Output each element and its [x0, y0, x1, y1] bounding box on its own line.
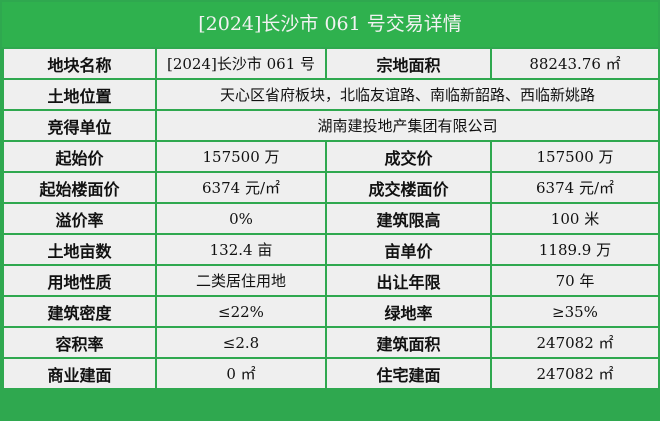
field-label: 宗地面积	[325, 47, 492, 80]
field-value: 70 年	[490, 264, 660, 297]
table-row: 建筑密度 ≤22% 绿地率 ≥35%	[2, 295, 660, 328]
table-row: 容积率 ≤2.8 建筑面积 247082 ㎡	[2, 326, 660, 359]
field-label: 起始价	[2, 140, 157, 173]
field-value: 247082 ㎡	[490, 357, 660, 390]
field-value: ≤2.8	[155, 326, 327, 359]
field-label: 土地亩数	[2, 233, 157, 266]
field-label: 建筑密度	[2, 295, 157, 328]
field-label: 亩单价	[325, 233, 492, 266]
field-value: 6374 元/㎡	[155, 171, 327, 204]
field-value: [2024]长沙市 061 号	[155, 47, 327, 80]
field-value: 天心区省府板块，北临友谊路、南临新韶路、西临新姚路	[155, 78, 660, 111]
field-label: 地块名称	[2, 47, 157, 80]
field-label: 成交价	[325, 140, 492, 173]
field-label: 商业建面	[2, 357, 157, 390]
field-value: 88243.76 ㎡	[490, 47, 660, 80]
table-row: 竞得单位 湖南建投地产集团有限公司	[2, 109, 660, 142]
field-value: 132.4 亩	[155, 233, 327, 266]
field-label: 出让年限	[325, 264, 492, 297]
field-label: 溢价率	[2, 202, 157, 235]
field-value: 0%	[155, 202, 327, 235]
table-row: 地块名称 [2024]长沙市 061 号宗地面积 88243.76 ㎡	[2, 47, 660, 80]
field-value: 247082 ㎡	[490, 326, 660, 359]
field-label: 起始楼面价	[2, 171, 157, 204]
table-title: [2024]长沙市 061 号交易详情	[2, 2, 658, 47]
table-row: 起始价 157500 万成交价 157500 万	[2, 140, 660, 173]
table-row: 溢价率 0% 建筑限高 100 米	[2, 202, 660, 235]
table-row: 用地性质 二类居住用地 出让年限 70 年	[2, 264, 660, 297]
field-value: ≥35%	[490, 295, 660, 328]
table-row: 土地亩数 132.4 亩亩单价 1189.9 万	[2, 233, 660, 266]
field-label: 成交楼面价	[325, 171, 492, 204]
field-value: 6374 元/㎡	[490, 171, 660, 204]
field-value: 1189.9 万	[490, 233, 660, 266]
field-value: 二类居住用地	[155, 264, 327, 297]
field-label: 绿地率	[325, 295, 492, 328]
table-row: 起始楼面价 6374 元/㎡ 成交楼面价 6374 元/㎡	[2, 171, 660, 204]
field-value: 157500 万	[490, 140, 660, 173]
field-value: 湖南建投地产集团有限公司	[155, 109, 660, 142]
field-label: 容积率	[2, 326, 157, 359]
field-value: 100 米	[490, 202, 660, 235]
table-row: 土地位置 天心区省府板块，北临友谊路、南临新韶路、西临新姚路	[2, 78, 660, 111]
field-label: 建筑限高	[325, 202, 492, 235]
field-value: ≤22%	[155, 295, 327, 328]
field-label: 土地位置	[2, 78, 157, 111]
field-label: 住宅建面	[325, 357, 492, 390]
field-value: 157500 万	[155, 140, 327, 173]
field-label: 竞得单位	[2, 109, 157, 142]
field-value: 0 ㎡	[155, 357, 327, 390]
field-label: 用地性质	[2, 264, 157, 297]
field-label: 建筑面积	[325, 326, 492, 359]
